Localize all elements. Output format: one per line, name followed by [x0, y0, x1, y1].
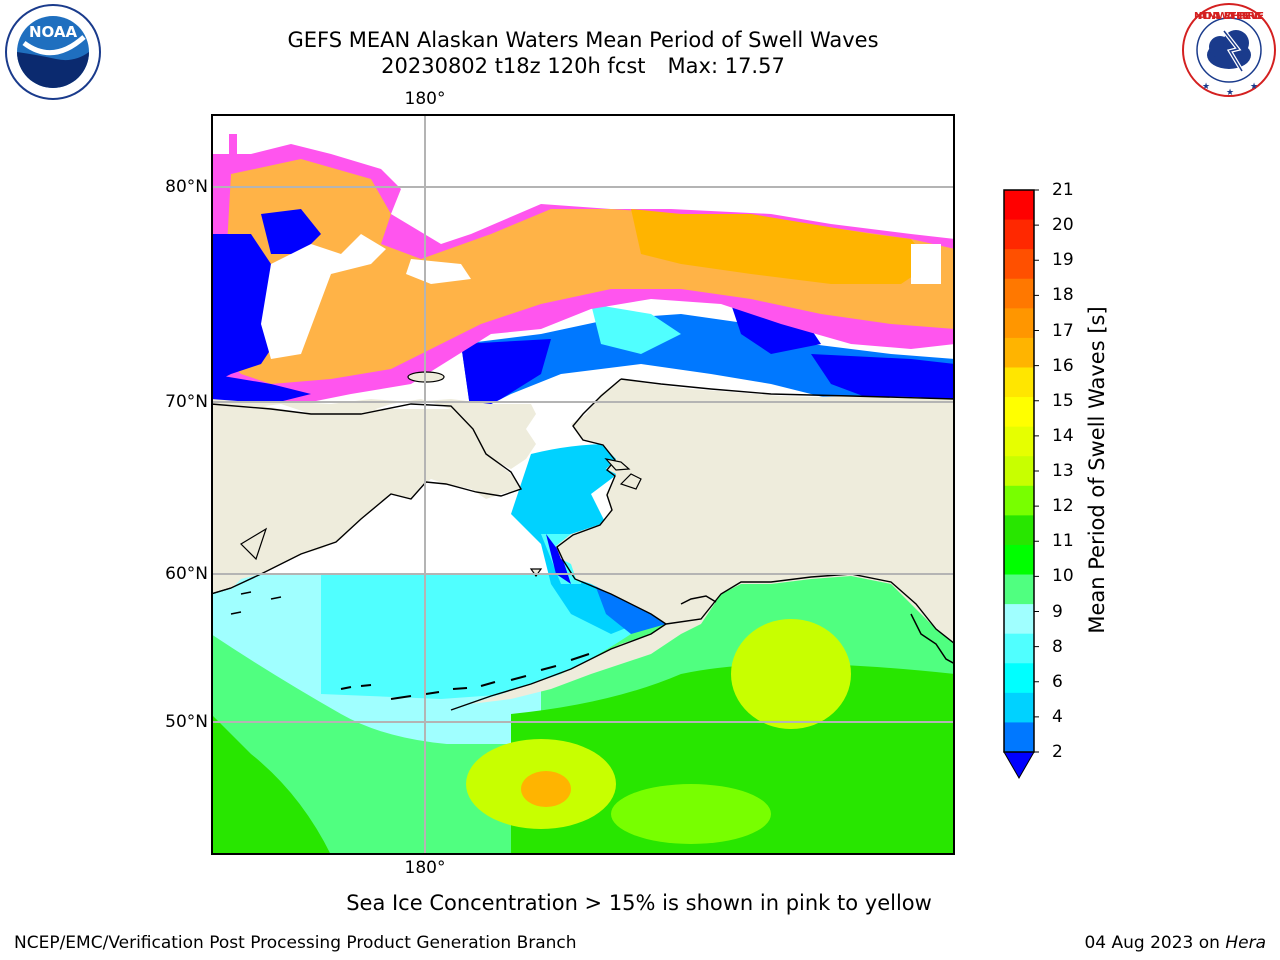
svg-text:NOAA: NOAA	[29, 23, 78, 41]
colorbar-tick-label: 19	[1052, 250, 1074, 271]
colorbar-label: Mean Period of Swell Waves [s]	[1085, 306, 1109, 634]
colorbar-tick-label: 8	[1052, 636, 1063, 657]
colorbar-tick-label: 6	[1052, 671, 1063, 692]
colorbar-tick-label: 14	[1052, 425, 1074, 446]
colorbar-segment	[1004, 456, 1034, 487]
colorbar-segment	[1004, 692, 1034, 723]
colorbar-segment	[1004, 367, 1034, 398]
svg-text:★: ★	[1202, 82, 1210, 92]
sea-ice-note: Sea Ice Concentration > 15% is shown in …	[346, 891, 932, 915]
colorbar-svg	[1003, 189, 1039, 780]
colorbar-segment	[1004, 485, 1034, 516]
colorbar	[1000, 186, 1040, 786]
lat-label-60: 60°N	[165, 564, 208, 584]
map-canvas	[211, 114, 955, 855]
colorbar-segment	[1004, 249, 1034, 280]
land-alaska	[451, 379, 955, 709]
colorbar-tick-label: 12	[1052, 496, 1074, 517]
colorbar-tick-label: 11	[1052, 531, 1074, 552]
colorbar-segment	[1004, 278, 1034, 309]
chart-subtitle: 20230802 t18z 120h fcst Max: 17.57	[183, 53, 983, 79]
lat-label-70: 70°N	[165, 392, 208, 412]
colorbar-segment	[1004, 722, 1034, 753]
chart-title: GEFS MEAN Alaskan Waters Mean Period of …	[287, 28, 879, 52]
colorbar-segment	[1004, 633, 1034, 664]
colorbar-segment	[1004, 219, 1034, 250]
land-chukotka	[211, 404, 521, 594]
colorbar-segment	[1004, 426, 1034, 457]
colorbar-tick-label: 18	[1052, 285, 1074, 306]
colorbar-tick-label: 2	[1052, 742, 1063, 762]
colorbar-segment	[1004, 337, 1034, 368]
svg-text:★: ★	[1226, 88, 1234, 98]
map-panel	[211, 114, 955, 855]
colorbar-tick-label: 10	[1052, 566, 1074, 587]
lat-label-50: 50°N	[165, 712, 208, 732]
colorbar-tick-label: 4	[1052, 706, 1063, 727]
footer-host: Hera	[1225, 933, 1266, 953]
footer-branch: NCEP/EMC/Verification Post Processing Pr…	[14, 933, 577, 953]
colorbar-tick-label: 17	[1052, 320, 1074, 341]
colorbar-tick-label: 20	[1052, 215, 1074, 236]
colorbar-segment	[1004, 308, 1034, 339]
colorbar-segment	[1004, 190, 1034, 221]
graticule	[211, 114, 955, 855]
lat-label-80: 80°N	[165, 177, 208, 197]
colorbar-tick-label: 9	[1052, 601, 1063, 622]
svg-text:NATIONAL WEATHER SERVICE: NATIONAL WEATHER SERVICE	[1194, 11, 1264, 22]
colorbar-segment	[1004, 397, 1034, 428]
colorbar-segment	[1004, 663, 1034, 694]
footer-date: 04 Aug 2023 on Hera	[1084, 933, 1266, 953]
colorbar-tick-label: 13	[1052, 461, 1074, 481]
lon-label-top: 180°	[404, 89, 446, 109]
colorbar-tick-label: 21	[1052, 180, 1074, 200]
svg-text:★: ★	[1250, 82, 1258, 92]
colorbar-segment	[1004, 544, 1034, 576]
max-value: Max: 17.57	[667, 54, 785, 78]
colorbar-extend-arrow	[1003, 751, 1035, 780]
run-info: 20230802 t18z 120h fcst	[381, 54, 646, 78]
colorbar-segment	[1004, 515, 1034, 546]
colorbar-tick-label: 16	[1052, 355, 1074, 376]
colorbar-segment	[1004, 604, 1034, 635]
colorbar-segment	[1004, 574, 1034, 605]
lon-label-bottom: 180°	[404, 858, 446, 878]
colorbar-tick-label: 15	[1052, 390, 1074, 411]
nws-logo: NATIONAL WEATHER SERVICE ★ ★ ★	[1180, 1, 1278, 99]
noaa-logo: NOAA	[4, 3, 102, 101]
